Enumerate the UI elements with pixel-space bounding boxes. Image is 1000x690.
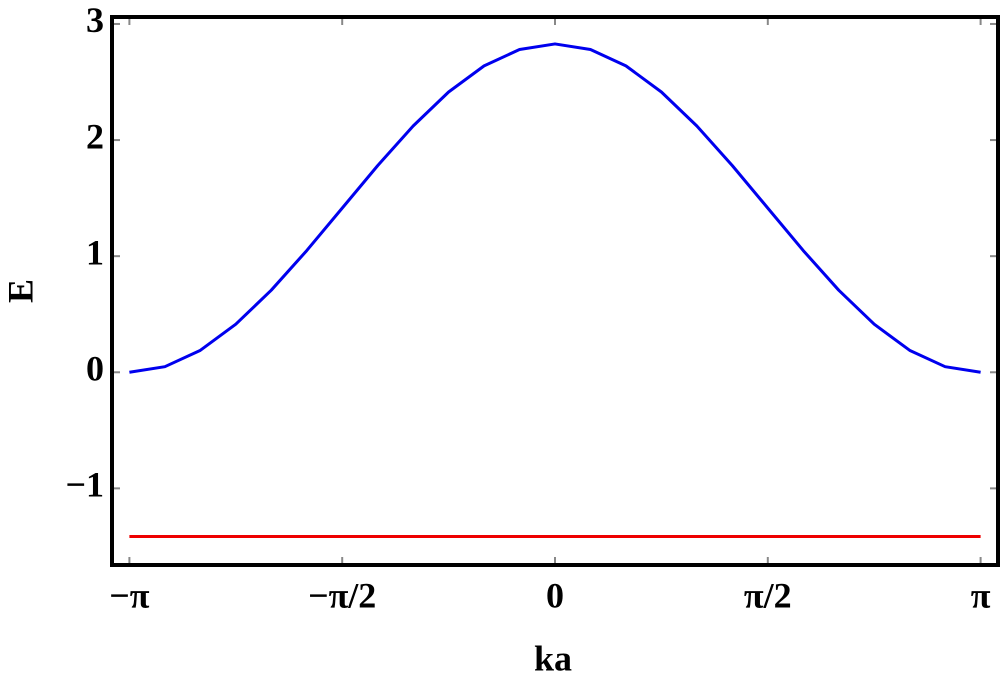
y-tick-label: 0 bbox=[86, 349, 104, 389]
plot-frame bbox=[110, 15, 1000, 567]
y-axis-label: E bbox=[0, 279, 40, 303]
y-tick-label: 3 bbox=[86, 0, 104, 40]
x-tick-label: π bbox=[971, 575, 991, 615]
y-tick-label: 2 bbox=[86, 116, 104, 156]
x-tick-label: π/2 bbox=[744, 575, 792, 615]
x-tick-label: −π bbox=[109, 575, 150, 615]
y-tick-label: 1 bbox=[86, 232, 104, 272]
x-tick-label: −π/2 bbox=[308, 575, 376, 615]
y-tick-label: −1 bbox=[65, 465, 104, 505]
x-axis-label: ka bbox=[534, 638, 572, 678]
x-tick-label: 0 bbox=[546, 575, 564, 615]
series-line bbox=[129, 42, 981, 374]
